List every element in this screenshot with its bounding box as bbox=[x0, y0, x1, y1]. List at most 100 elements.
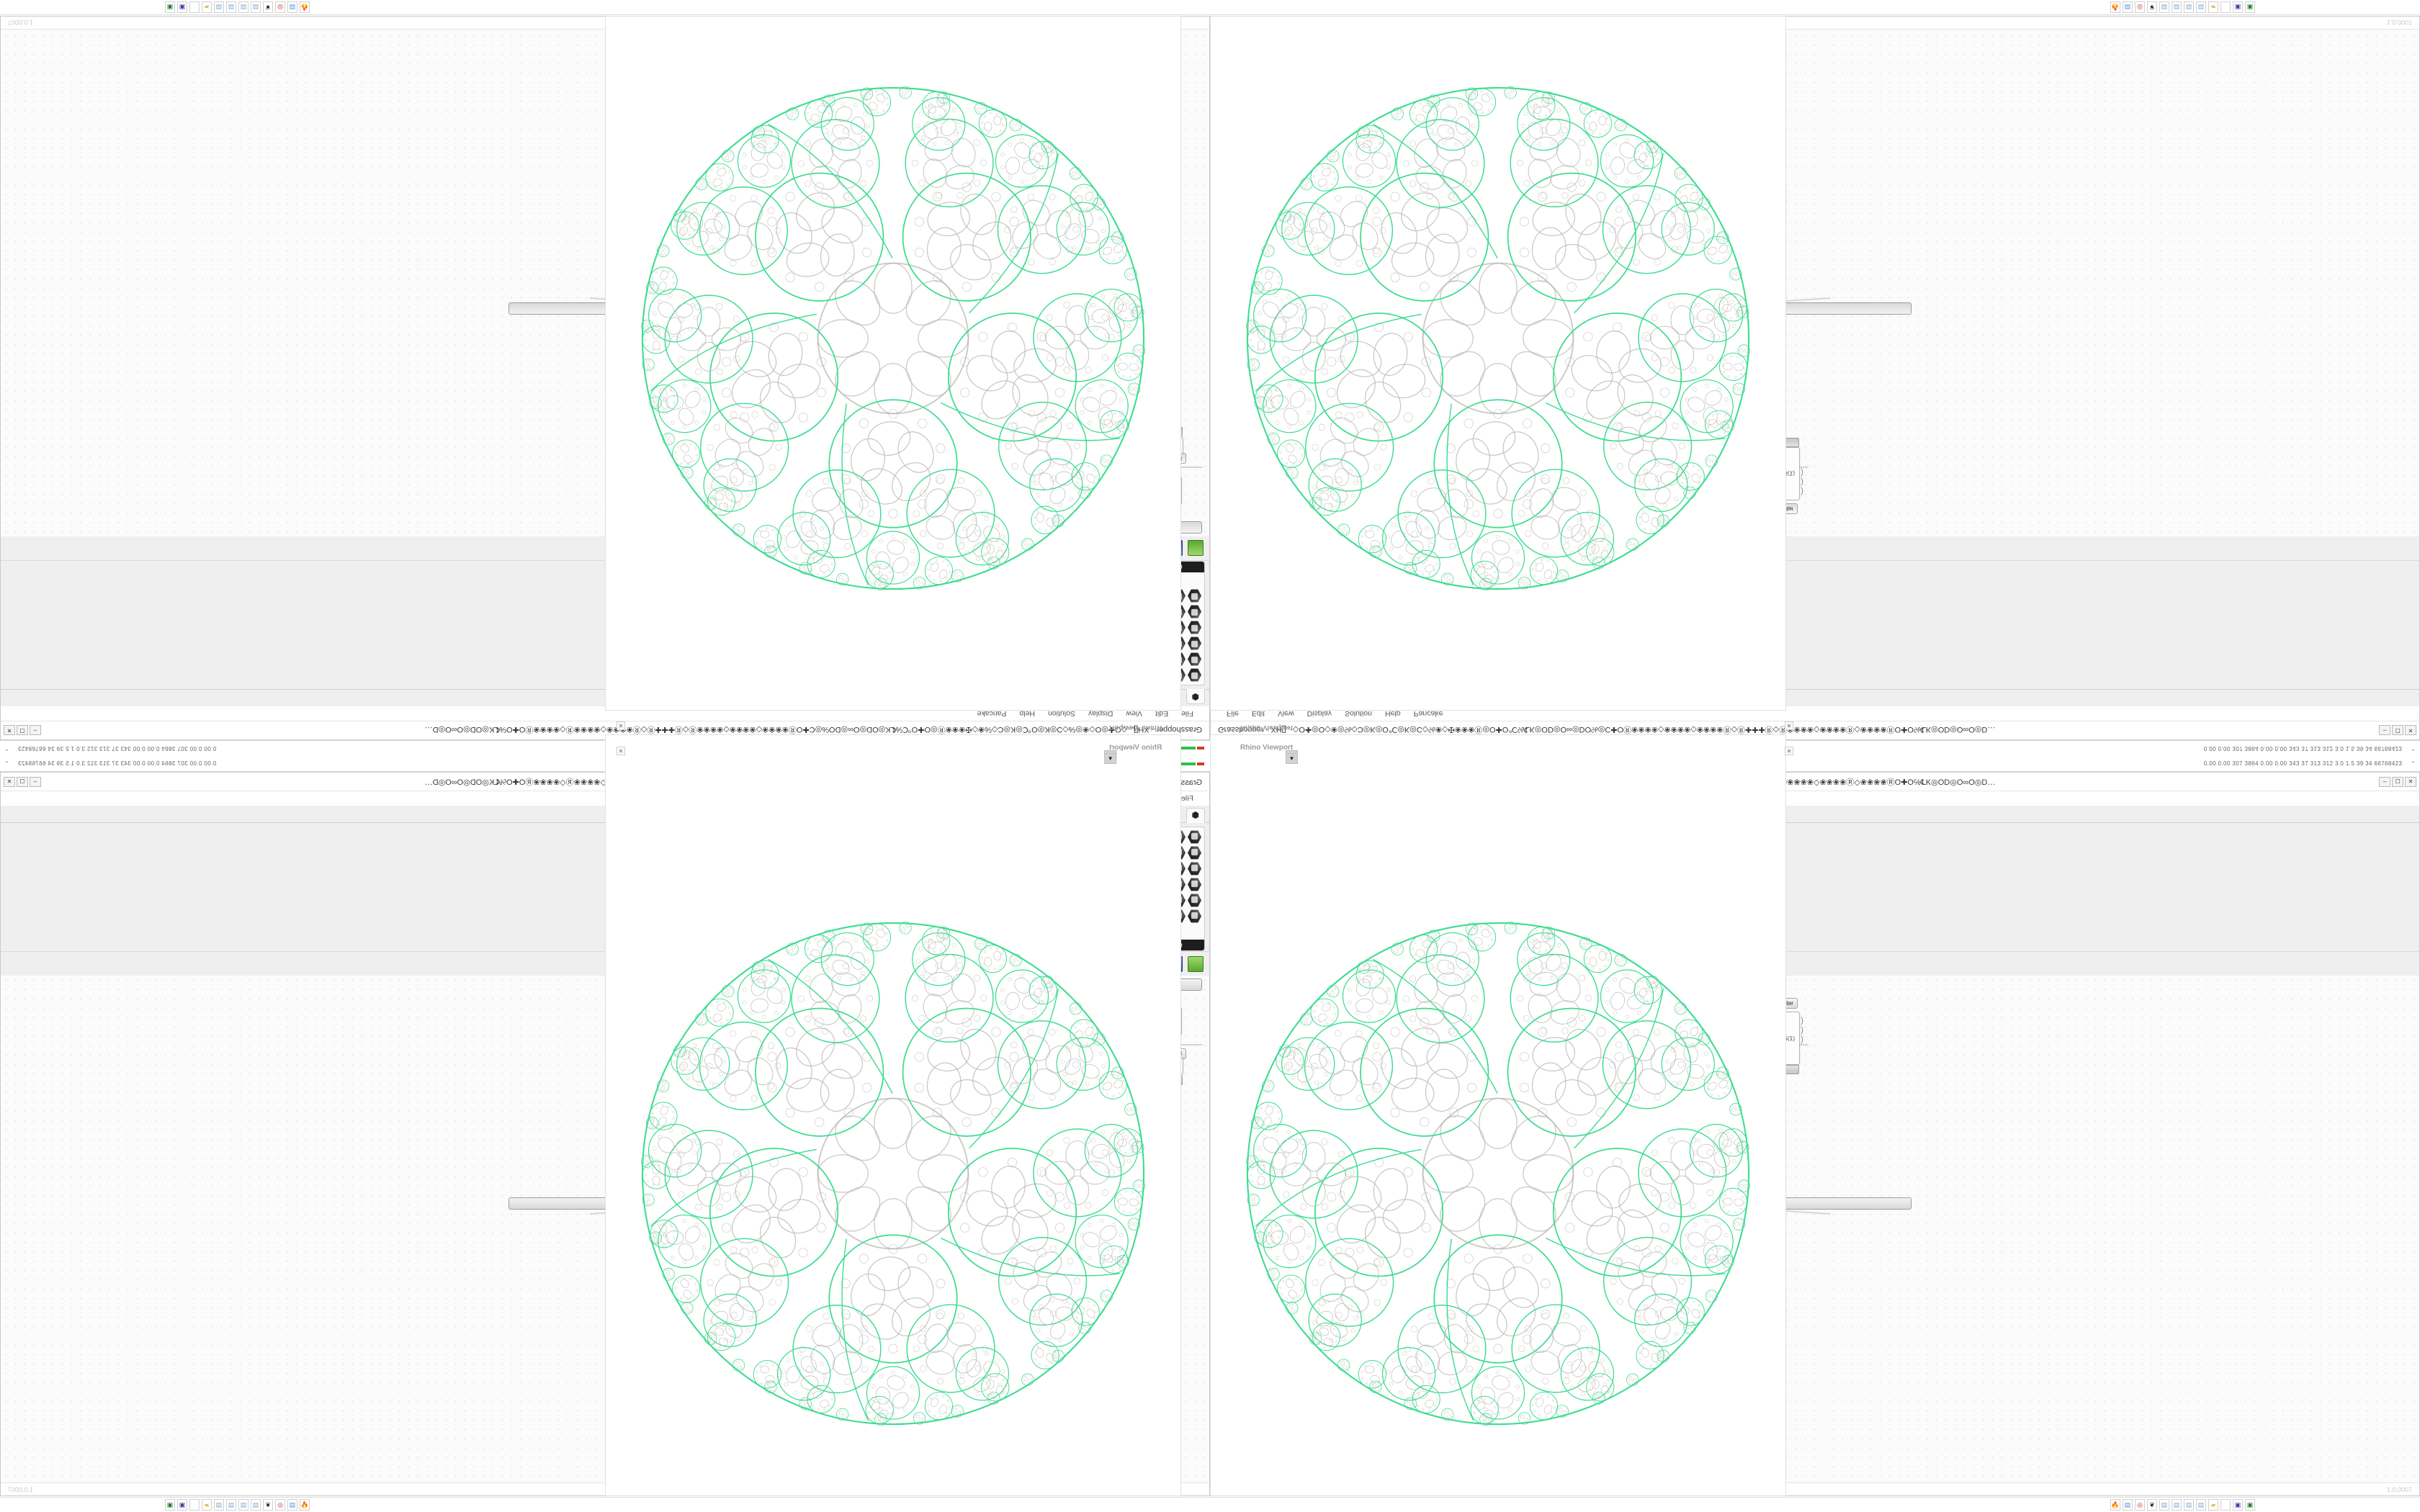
document-icon-2[interactable]: ▤ bbox=[238, 1499, 248, 1511]
maximize-button[interactable]: ☐ bbox=[17, 776, 28, 787]
floppy-icon[interactable]: ▣ bbox=[177, 1, 187, 13]
document-icon-2[interactable]: ▤ bbox=[238, 1, 248, 13]
document-icon-3[interactable]: ▤ bbox=[2184, 1, 2194, 13]
ribbon-component-icon[interactable] bbox=[1187, 829, 1202, 845]
maximize-button[interactable]: ☐ bbox=[2392, 776, 2403, 787]
packing-ellipse bbox=[1479, 363, 1518, 415]
status-caret-icon[interactable]: ⌃ bbox=[2411, 745, 2416, 752]
folder-icon[interactable]: ▰ bbox=[2208, 1499, 2218, 1511]
folder-icon[interactable]: ▰ bbox=[202, 1, 212, 13]
open-file-icon[interactable] bbox=[1188, 955, 1204, 972]
minimize-button[interactable]: – bbox=[30, 725, 41, 736]
rhino-icon[interactable]: ◎ bbox=[275, 1499, 285, 1511]
floppy-icon[interactable]: ▣ bbox=[177, 1499, 187, 1511]
status-caret-icon[interactable]: ⌃ bbox=[4, 745, 9, 752]
ribbon-tab-glyph-0[interactable]: ⬢ bbox=[1186, 689, 1205, 704]
document-icon-1[interactable]: ▤ bbox=[2159, 1, 2169, 13]
rhino-viewport-bottom-left[interactable] bbox=[605, 734, 1181, 1496]
document-icon-3[interactable]: ▤ bbox=[226, 1, 236, 13]
output-pin-icon[interactable]: ) bbox=[1801, 477, 1803, 487]
blank-icon[interactable] bbox=[2220, 1, 2231, 13]
minimize-button[interactable]: – bbox=[2379, 776, 2390, 787]
rhino-icon[interactable]: ◎ bbox=[2135, 1, 2145, 13]
folder-icon[interactable]: ▰ bbox=[202, 1499, 212, 1511]
document-icon-2[interactable]: ▤ bbox=[2172, 1499, 2182, 1511]
ribbon-component-icon[interactable] bbox=[1187, 620, 1202, 635]
document-icon-4[interactable]: ▤ bbox=[2196, 1499, 2206, 1511]
calculator-icon[interactable]: ▤ bbox=[2123, 1499, 2133, 1511]
ribbon-component-icon[interactable] bbox=[1187, 861, 1202, 876]
document-icon-1[interactable]: ▤ bbox=[2159, 1499, 2169, 1511]
floppy-icon[interactable]: ▣ bbox=[2233, 1, 2243, 13]
ribbon-component-icon[interactable] bbox=[1187, 845, 1202, 860]
packing-circle bbox=[926, 99, 928, 102]
firefox-icon[interactable]: 🔥 bbox=[300, 1, 310, 13]
close-button[interactable]: ✕ bbox=[2405, 776, 2416, 787]
output-pin-icon[interactable]: ) bbox=[1801, 468, 1803, 478]
ribbon-tab-glyph-0[interactable]: ⬢ bbox=[1186, 808, 1205, 823]
firefox-icon[interactable]: 🔥 bbox=[2110, 1499, 2120, 1511]
grasshopper-icon[interactable]: ❦ bbox=[263, 1, 273, 13]
open-file-icon[interactable] bbox=[1188, 540, 1204, 557]
floppy-icon[interactable]: ▣ bbox=[2233, 1499, 2243, 1511]
calculator-icon[interactable]: ▤ bbox=[2123, 1, 2133, 13]
maximize-button[interactable]: ☐ bbox=[17, 725, 28, 736]
close-button[interactable]: ✕ bbox=[4, 776, 15, 787]
grasshopper-icon[interactable]: ❦ bbox=[2147, 1499, 2157, 1511]
packing-circle bbox=[1018, 127, 1020, 130]
packing-circle bbox=[1496, 535, 1500, 539]
close-button[interactable]: ✕ bbox=[4, 725, 15, 736]
document-icon-2[interactable]: ▤ bbox=[2172, 1, 2182, 13]
folder-icon[interactable]: ▰ bbox=[2208, 1, 2218, 13]
ribbon-component-icon[interactable] bbox=[1187, 636, 1202, 651]
document-icon-1[interactable]: ▤ bbox=[251, 1499, 261, 1511]
menu-item-file[interactable]: File bbox=[1181, 709, 1193, 718]
document-icon-3[interactable]: ▤ bbox=[2184, 1499, 2194, 1511]
firefox-icon[interactable]: 🔥 bbox=[2110, 1, 2120, 13]
blank-icon[interactable] bbox=[2220, 1499, 2231, 1511]
output-pin-icon[interactable]: ) bbox=[1801, 1025, 1803, 1035]
document-icon-4[interactable]: ▤ bbox=[214, 1499, 224, 1511]
grasshopper-icon[interactable]: ❦ bbox=[263, 1499, 273, 1511]
packing-circle bbox=[722, 154, 725, 156]
ribbon-component-icon[interactable] bbox=[1187, 893, 1202, 908]
terminal-icon[interactable]: ▣ bbox=[2245, 1499, 2255, 1511]
ribbon-component-icon[interactable] bbox=[1187, 652, 1202, 667]
packing-circle bbox=[991, 272, 1001, 282]
close-button[interactable]: ✕ bbox=[2405, 725, 2416, 736]
rhino-icon[interactable]: ◎ bbox=[275, 1, 285, 13]
calculator-icon[interactable]: ▤ bbox=[287, 1499, 297, 1511]
ribbon-component-icon[interactable] bbox=[1187, 588, 1202, 603]
rhino-viewport-bottom-right[interactable] bbox=[1210, 734, 1786, 1496]
document-icon-1[interactable]: ▤ bbox=[251, 1, 261, 13]
output-pin-icon[interactable]: ) bbox=[1801, 487, 1803, 497]
packing-circle bbox=[1007, 422, 1018, 432]
blank-icon[interactable] bbox=[189, 1, 200, 13]
terminal-icon[interactable]: ▣ bbox=[165, 1, 175, 13]
minimize-button[interactable]: – bbox=[30, 776, 41, 787]
menu-item-file[interactable]: File bbox=[1181, 794, 1193, 803]
status-caret-icon[interactable]: ⌃ bbox=[4, 760, 9, 767]
maximize-button[interactable]: ☐ bbox=[2392, 725, 2403, 736]
packing-ellipse bbox=[759, 530, 770, 539]
minimize-button[interactable]: – bbox=[2379, 725, 2390, 736]
status-caret-icon[interactable]: ⌃ bbox=[2411, 760, 2416, 767]
document-icon-3[interactable]: ▤ bbox=[226, 1499, 236, 1511]
rhino-icon[interactable]: ◎ bbox=[2135, 1499, 2145, 1511]
packing-circle bbox=[729, 177, 732, 180]
calculator-icon[interactable]: ▤ bbox=[287, 1, 297, 13]
packing-ellipse bbox=[1479, 262, 1518, 314]
terminal-icon[interactable]: ▣ bbox=[165, 1499, 175, 1511]
ribbon-component-icon[interactable] bbox=[1187, 909, 1202, 924]
firefox-icon[interactable]: 🔥 bbox=[300, 1499, 310, 1511]
terminal-icon[interactable]: ▣ bbox=[2245, 1, 2255, 13]
document-icon-4[interactable]: ▤ bbox=[2196, 1, 2206, 13]
ribbon-component-icon[interactable] bbox=[1187, 877, 1202, 892]
ribbon-component-icon[interactable] bbox=[1187, 667, 1202, 683]
ribbon-component-icon[interactable] bbox=[1187, 604, 1202, 619]
output-pin-icon[interactable]: ) bbox=[1801, 1034, 1803, 1044]
document-icon-4[interactable]: ▤ bbox=[214, 1, 224, 13]
grasshopper-icon[interactable]: ❦ bbox=[2147, 1, 2157, 13]
output-pin-icon[interactable]: ) bbox=[1801, 1015, 1803, 1025]
blank-icon[interactable] bbox=[189, 1499, 200, 1511]
